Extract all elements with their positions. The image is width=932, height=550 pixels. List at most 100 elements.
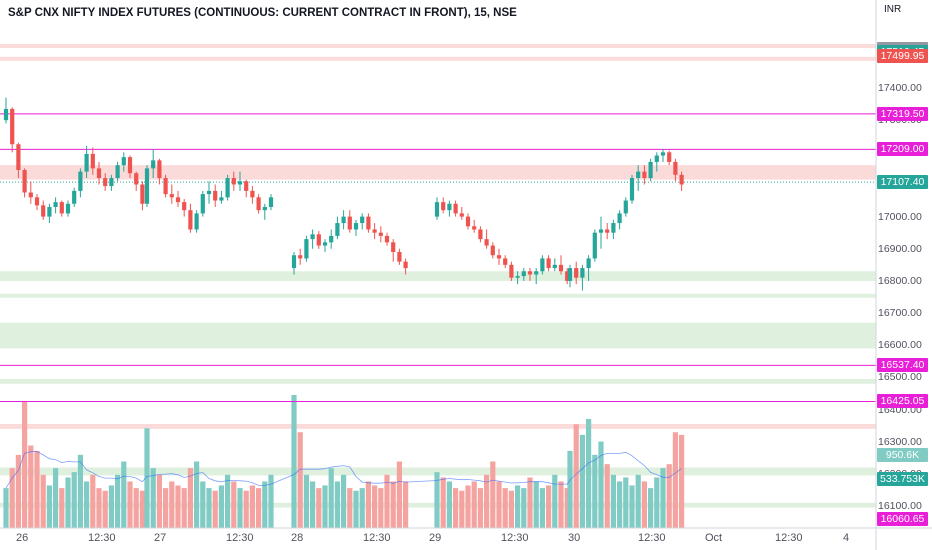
- candle-body: [127, 157, 133, 174]
- volume-bar: [225, 474, 231, 528]
- volume-bar: [623, 477, 629, 528]
- volume-bar: [459, 490, 465, 528]
- volume-bar: [169, 481, 175, 528]
- volume-bar: [316, 488, 322, 528]
- candle-body: [28, 192, 33, 198]
- time-tick-label: Oct: [705, 532, 723, 544]
- candle-body: [586, 258, 591, 269]
- candle-body: [617, 213, 622, 224]
- candle-body: [540, 258, 545, 272]
- volume-bar: [77, 454, 83, 528]
- time-tick-label: 12:30: [775, 532, 803, 544]
- volume-bar: [341, 474, 347, 528]
- candle-body: [660, 152, 666, 156]
- volume-bar: [672, 432, 678, 528]
- demand-zone: [0, 322, 876, 349]
- candle-body: [225, 178, 230, 198]
- candle-body: [648, 161, 653, 179]
- candle-body: [465, 216, 471, 227]
- volume-bar: [484, 474, 490, 528]
- supply-zone: [0, 424, 876, 429]
- candle-body: [372, 229, 377, 233]
- volume-bar: [28, 445, 34, 528]
- candle-body: [244, 181, 249, 191]
- candle-body: [219, 197, 224, 201]
- volume-bar: [521, 488, 527, 528]
- candle-body: [558, 264, 564, 272]
- supply-zone: [0, 56, 876, 61]
- candle-body: [636, 171, 641, 179]
- volume-bar: [502, 488, 508, 528]
- candle-body: [96, 168, 102, 179]
- candle-body: [90, 153, 95, 169]
- volume-bar: [150, 468, 156, 528]
- volume-bar: [546, 485, 552, 528]
- volume-bar: [558, 481, 564, 528]
- candle-body: [84, 153, 89, 172]
- volume-bar: [139, 490, 145, 528]
- candle-body: [565, 271, 570, 281]
- volume-bar: [579, 434, 585, 528]
- candle-body: [654, 155, 659, 162]
- candle-body: [194, 213, 199, 230]
- volume-bar: [573, 424, 579, 528]
- volume-bar: [390, 481, 396, 528]
- time-tick-label: 12:30: [638, 532, 666, 544]
- price-label: 17499.95: [877, 48, 928, 63]
- candle-body: [667, 152, 672, 162]
- symbol-title[interactable]: S&P CNX NIFTY INDEX FUTURES (CONTINUOUS:…: [8, 7, 517, 19]
- candle-body: [472, 226, 477, 230]
- candle-body: [567, 268, 573, 281]
- candle-body: [447, 203, 452, 211]
- price-tick-label: 16100.00: [878, 500, 922, 512]
- volume-bar: [231, 481, 237, 528]
- candle-body: [605, 229, 610, 233]
- volume-bar: [617, 481, 623, 528]
- candle-body: [384, 235, 390, 243]
- price-tick-label: 16600.00: [878, 339, 922, 352]
- time-tick-label: 30: [568, 532, 581, 544]
- volume-bar: [249, 485, 255, 528]
- candle-body: [490, 245, 495, 256]
- volume-bar: [552, 474, 558, 528]
- candle-body: [206, 190, 212, 195]
- volume-bar: [200, 481, 206, 528]
- candle-body: [3, 108, 9, 121]
- volume-bar: [212, 490, 218, 528]
- candle-body: [10, 108, 15, 145]
- price-label: 16537.40: [877, 358, 928, 373]
- volume-bar: [515, 485, 521, 528]
- volume-bar: [59, 488, 65, 528]
- candle-body: [310, 234, 315, 240]
- candle-body: [59, 202, 64, 214]
- supply-zone: [0, 43, 876, 48]
- price-zones: [0, 43, 876, 508]
- volume-bar: [102, 490, 108, 528]
- volume-bar: [527, 477, 533, 528]
- candle-body: [188, 210, 193, 230]
- volume-bar: [108, 485, 114, 528]
- candle-body: [163, 178, 168, 195]
- volume-bar: [53, 468, 59, 528]
- volume-bar: [334, 481, 340, 528]
- volume-bar: [96, 488, 102, 528]
- volume-bar: [71, 472, 77, 528]
- volume-bar: [586, 418, 592, 528]
- currency-label: INR: [884, 4, 902, 15]
- volume-bar: [359, 488, 365, 528]
- volume-bar: [365, 481, 371, 528]
- volume-bar: [490, 461, 496, 528]
- candle-body: [322, 242, 328, 246]
- time-tick-label: 12:30: [226, 532, 254, 544]
- volume-bar: [65, 477, 71, 528]
- volume-bar: [194, 461, 200, 528]
- price-tick-label: 16700.00: [878, 307, 922, 320]
- volume-bar: [396, 461, 402, 528]
- candles: [3, 97, 684, 291]
- candle-body: [268, 197, 274, 207]
- time-tick-label: 4: [843, 532, 850, 544]
- volume-bar: [84, 481, 90, 528]
